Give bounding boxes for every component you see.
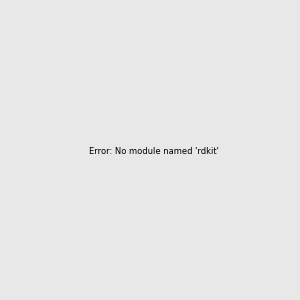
Text: Error: No module named 'rdkit': Error: No module named 'rdkit' (89, 147, 219, 156)
